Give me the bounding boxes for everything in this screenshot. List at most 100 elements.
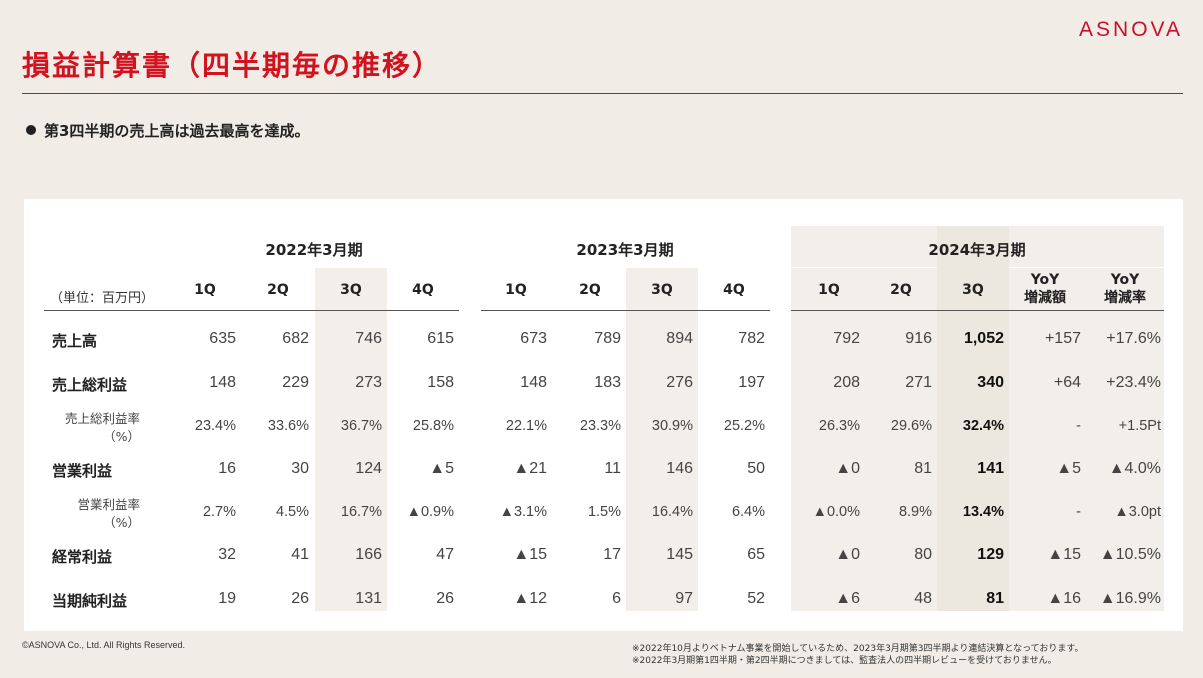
- table-cell: 26: [436, 590, 454, 607]
- table-cell: ▲10.5%: [1099, 546, 1161, 563]
- table-cell: 746: [355, 330, 382, 347]
- row-label: 営業利益率 （%）: [77, 497, 140, 530]
- table-cell: 148: [520, 374, 547, 391]
- table-cell: 13.4%: [962, 504, 1004, 520]
- table-cell: 635: [209, 330, 236, 347]
- table-cell: ▲15: [513, 546, 547, 563]
- table-cell: 16.4%: [651, 504, 693, 520]
- table-cell: 166: [355, 546, 382, 563]
- row-label: 営業利益: [52, 462, 113, 480]
- table-cell: 276: [666, 374, 693, 391]
- page-title: 損益計算書（四半期毎の推移）: [22, 49, 443, 82]
- table-cell: 41: [291, 546, 309, 563]
- table-cell: ▲5: [1056, 460, 1081, 477]
- table-cell: 4.5%: [275, 504, 309, 520]
- table-cell: 65: [747, 546, 765, 563]
- table-cell: ▲16: [1047, 590, 1081, 607]
- table-cell: ▲15: [1047, 546, 1081, 563]
- table-cell: 273: [355, 374, 382, 391]
- column-header: 1Q: [818, 282, 840, 298]
- table-cell: 81: [914, 460, 932, 477]
- table-cell: 17: [603, 546, 621, 563]
- table-cell: 789: [594, 330, 621, 347]
- table-cell: 894: [666, 330, 693, 347]
- table-cell: 11: [604, 460, 621, 477]
- table-cell: 25.8%: [412, 418, 454, 434]
- column-header: 3Q: [651, 282, 673, 298]
- table-cell: +23.4%: [1106, 374, 1161, 391]
- table-cell: 80: [914, 546, 932, 563]
- table-cell: 23.3%: [579, 418, 621, 434]
- highlight-bullet: 第3四半期の売上高は過去最高を達成。: [26, 120, 309, 141]
- table-cell: 30.9%: [651, 418, 693, 434]
- table-cell: 340: [977, 374, 1004, 391]
- table-cell: 32: [218, 546, 236, 563]
- table-cell: ▲0: [835, 546, 860, 563]
- table-cell: 124: [355, 460, 382, 477]
- column-header: 4Q: [723, 282, 745, 298]
- table-cell: 6.4%: [731, 504, 765, 520]
- table-cell: 146: [666, 460, 693, 477]
- column-header: 1Q: [194, 282, 216, 298]
- period-rule: [791, 310, 1164, 311]
- table-cell: 52: [747, 590, 765, 607]
- table-cell: 26.3%: [818, 418, 860, 434]
- table-cell: 782: [738, 330, 765, 347]
- table-cell: 47: [436, 546, 454, 563]
- title-divider: [22, 93, 1183, 94]
- table-cell: +64: [1053, 374, 1081, 391]
- table-cell: 145: [666, 546, 693, 563]
- row-label: 売上総利益率 （%）: [64, 411, 140, 444]
- table-cell: 183: [594, 374, 621, 391]
- period-rule: [44, 310, 459, 311]
- table-cell: 50: [747, 460, 765, 477]
- table-cell: 197: [738, 374, 765, 391]
- row-label: 売上総利益: [52, 376, 128, 394]
- period-header: 2024年3月期: [928, 241, 1026, 259]
- table-cell: -: [1076, 504, 1081, 520]
- table-cell: 22.1%: [505, 418, 547, 434]
- table-cell: 6: [612, 590, 621, 607]
- table-cell: 158: [427, 374, 454, 391]
- table-cell: 2.7%: [202, 504, 236, 520]
- column-header: 2Q: [890, 282, 912, 298]
- column-header: 4Q: [412, 282, 434, 298]
- table-cell: 25.2%: [723, 418, 765, 434]
- footnotes: ※2022年10月よりベトナム事業を開始しているため、2023年3月期第3四半期…: [632, 643, 1083, 667]
- column-header: 2Q: [267, 282, 289, 298]
- period-header: 2023年3月期: [576, 241, 674, 259]
- table-cell: 131: [355, 590, 382, 607]
- column-header: YoY 増減率: [1104, 272, 1146, 306]
- row-label: 売上高: [52, 332, 98, 350]
- table-cell: 97: [675, 590, 693, 607]
- table-cell: ▲0: [835, 460, 860, 477]
- table-cell: 16: [218, 460, 236, 477]
- bullet-dot-icon: [26, 125, 36, 135]
- column-header: YoY 増減額: [1024, 272, 1066, 306]
- table-cell: +17.6%: [1106, 330, 1161, 347]
- table-cell: 1.5%: [587, 504, 621, 520]
- table-cell: 32.4%: [962, 418, 1004, 434]
- q3-2024-column-shade: [937, 226, 1009, 611]
- q3-column-shade: [626, 268, 698, 611]
- table-cell: ▲0.9%: [406, 504, 454, 520]
- table-cell: 916: [905, 330, 932, 347]
- table-cell: ▲4.0%: [1108, 460, 1161, 477]
- column-header: 3Q: [340, 282, 362, 298]
- column-header: 3Q: [962, 282, 984, 298]
- table-cell: 36.7%: [340, 418, 382, 434]
- table-cell: -: [1076, 418, 1081, 434]
- table-cell: 33.6%: [267, 418, 309, 434]
- table-cell: 8.9%: [898, 504, 932, 520]
- table-cell: 81: [986, 590, 1004, 607]
- table-cell: 271: [905, 374, 932, 391]
- table-cell: 208: [833, 374, 860, 391]
- table-cell: 673: [520, 330, 547, 347]
- table-cell: ▲5: [429, 460, 454, 477]
- copyright: ©ASNOVA Co., Ltd. All Rights Reserved.: [22, 640, 186, 650]
- unit-label: （単位：百万円）: [50, 291, 155, 306]
- table-cell: 26: [291, 590, 309, 607]
- table-cell: 23.4%: [194, 418, 236, 434]
- table-cell: 148: [209, 374, 236, 391]
- table-cell: 16.7%: [340, 504, 382, 520]
